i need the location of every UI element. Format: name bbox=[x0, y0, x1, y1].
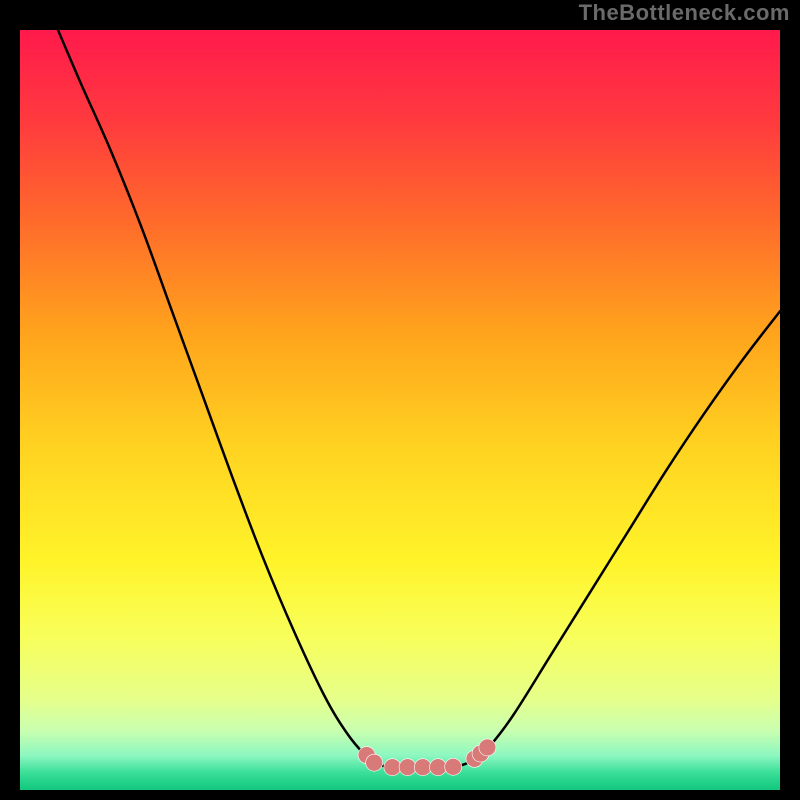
min-marker bbox=[414, 759, 431, 776]
min-marker bbox=[479, 739, 496, 756]
plot-area bbox=[20, 30, 780, 790]
min-marker bbox=[384, 759, 401, 776]
chart-svg bbox=[20, 30, 780, 790]
min-marker bbox=[366, 754, 383, 771]
min-marker bbox=[445, 758, 462, 775]
chart-stage: TheBottleneck.com bbox=[0, 0, 800, 800]
min-marker bbox=[399, 759, 416, 776]
gradient-background bbox=[20, 30, 780, 790]
min-marker bbox=[430, 759, 447, 776]
watermark-label: TheBottleneck.com bbox=[579, 0, 790, 26]
